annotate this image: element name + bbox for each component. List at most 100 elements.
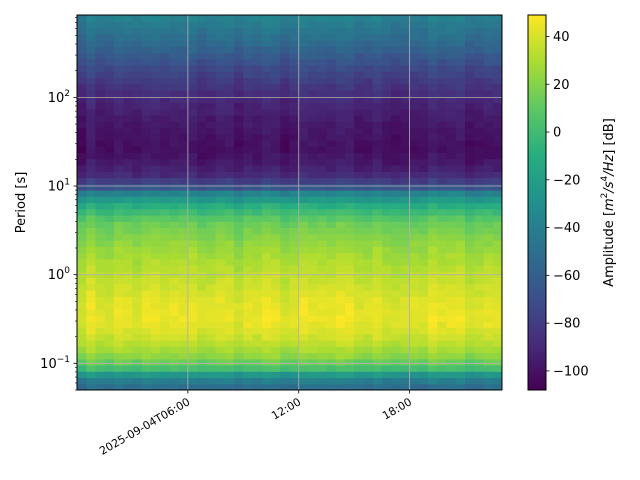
heatmap-cell — [243, 108, 254, 116]
heatmap-cell — [169, 21, 180, 29]
heatmap-cell — [178, 121, 189, 129]
heatmap-cell — [123, 352, 134, 360]
heatmap-cell — [391, 40, 401, 47]
heatmap-cell — [104, 115, 115, 122]
heatmap-cell — [344, 290, 355, 297]
heatmap-cell — [465, 277, 475, 285]
heatmap-cell — [492, 102, 502, 110]
heatmap-cell — [437, 121, 448, 129]
heatmap-cell — [234, 96, 244, 104]
heatmap-cell — [317, 102, 328, 110]
heatmap-cell — [391, 290, 401, 297]
heatmap-cell — [344, 115, 355, 122]
heatmap-cell — [492, 383, 502, 390]
heatmap-cell — [215, 221, 226, 229]
heatmap-cell — [132, 327, 143, 335]
heatmap-cell — [104, 152, 115, 160]
heatmap-cell — [354, 165, 365, 172]
heatmap-cell — [197, 165, 207, 172]
heatmap-cell — [317, 246, 328, 254]
heatmap-cell — [95, 177, 106, 185]
heatmap-cell — [298, 133, 309, 141]
heatmap-cell — [428, 58, 438, 66]
heatmap-cell — [132, 15, 143, 22]
heatmap-cell — [492, 365, 502, 372]
heatmap-cell — [206, 346, 217, 354]
heatmap-cell — [132, 115, 143, 122]
heatmap-cell — [418, 33, 429, 41]
heatmap-cell — [141, 21, 152, 29]
heatmap-cell — [280, 171, 291, 179]
heatmap-cell — [261, 296, 272, 304]
heatmap-cell — [409, 46, 420, 54]
heatmap-cell — [381, 140, 392, 147]
heatmap-cell — [280, 215, 291, 222]
heatmap-cell — [224, 240, 235, 247]
heatmap-cell — [354, 321, 365, 329]
heatmap-cell — [95, 358, 106, 366]
heatmap-cell — [455, 283, 466, 291]
heatmap-cell — [95, 152, 106, 160]
heatmap-cell — [474, 202, 485, 210]
heatmap-cell — [123, 365, 134, 372]
heatmap-cell — [224, 152, 235, 160]
heatmap-cell — [261, 283, 272, 291]
heatmap-cell — [113, 290, 124, 297]
heatmap-cell — [252, 171, 263, 179]
heatmap-cell — [169, 321, 180, 329]
heatmap-cell — [381, 171, 392, 179]
heatmap-cell — [326, 302, 337, 310]
heatmap-cell — [169, 133, 180, 141]
heatmap-cell — [77, 40, 87, 47]
heatmap-cell — [261, 133, 272, 141]
heatmap-cell — [492, 83, 502, 91]
heatmap-cell — [317, 171, 328, 179]
heatmap-cell — [326, 233, 337, 241]
heatmap-cell — [123, 183, 134, 191]
heatmap-cell — [298, 383, 309, 390]
heatmap-cell — [372, 365, 383, 372]
heatmap-cell — [437, 165, 448, 172]
heatmap-cell — [132, 102, 143, 110]
heatmap-cell — [234, 358, 244, 366]
heatmap-cell — [326, 246, 337, 254]
heatmap-cell — [178, 58, 189, 66]
heatmap-cell — [261, 327, 272, 335]
heatmap-cell — [215, 302, 226, 310]
heatmap-cell — [224, 15, 235, 22]
heatmap-cell — [261, 221, 272, 229]
heatmap-cell — [86, 240, 97, 247]
heatmap-cell — [150, 27, 161, 35]
heatmap-cell — [391, 27, 401, 35]
heatmap-cell — [178, 46, 189, 54]
heatmap-cell — [381, 321, 392, 329]
heatmap-cell — [474, 83, 485, 91]
heatmap-cell — [492, 246, 502, 254]
heatmap-cell — [372, 27, 383, 35]
heatmap-cell — [455, 15, 466, 22]
heatmap-cell — [354, 140, 365, 147]
heatmap-cell — [150, 240, 161, 247]
heatmap-cell — [400, 71, 411, 79]
heatmap-cell — [86, 277, 97, 285]
heatmap-cell — [141, 233, 152, 241]
heatmap-cell — [418, 102, 429, 110]
heatmap-cell — [409, 83, 420, 91]
heatmap-cell — [206, 296, 217, 304]
heatmap-cell — [492, 71, 502, 79]
heatmap-cell — [178, 346, 189, 354]
heatmap-cell — [197, 27, 207, 35]
heatmap-cell — [289, 33, 300, 41]
heatmap-cell — [307, 165, 318, 172]
heatmap-cell — [104, 252, 115, 260]
heatmap-cell — [455, 121, 466, 129]
heatmap-cell — [150, 177, 161, 185]
heatmap-cell — [160, 240, 170, 247]
heatmap-cell — [113, 258, 124, 266]
heatmap-cell — [428, 127, 438, 135]
heatmap-cell — [132, 77, 143, 85]
heatmap-cell — [437, 365, 448, 372]
heatmap-cell — [271, 240, 281, 247]
heatmap-cell — [492, 121, 502, 129]
heatmap-cell — [77, 233, 87, 241]
